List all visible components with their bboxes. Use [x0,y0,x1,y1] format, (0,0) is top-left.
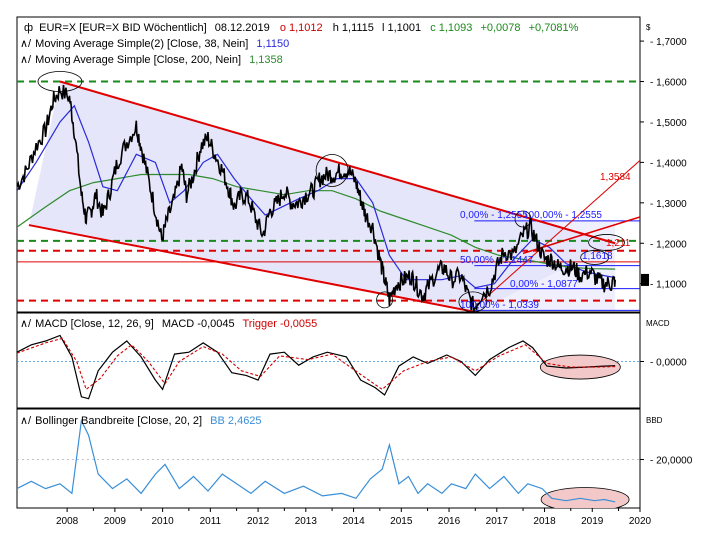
channel-upper-line [59,80,616,245]
macd-header: ∧/ MACD [Close, 12, 26, 9] MACD -0,0045 … [20,318,317,330]
macd-ytick-label: - 0,0000 [650,358,687,369]
bb-panel-frame [16,408,641,509]
symbol-label: EUR=X [EUR=X BID Wöchentlich] [39,22,207,34]
price-ytick-label-2: - 1,3000 [650,199,687,210]
trigger-line [17,337,616,391]
ma1-value: 1,1150 [256,38,289,50]
price-layer [17,71,640,312]
high-label: h 1,1115 [333,22,374,34]
xtick-label-2: 2010 [151,516,174,527]
low-label: l 1,1001 [382,22,421,34]
xtick-label-4: 2012 [247,516,270,527]
trend-line [474,159,640,309]
xtick-label-12: 2020 [629,516,652,527]
xtick-label-10: 2018 [533,516,556,527]
fib-50-label: 50,00% - 1,1447 [460,255,534,266]
macd-title: MACD [Close, 12, 26, 9] [35,318,154,330]
bb-icon: ∧/ [20,415,32,427]
bb-layer [17,418,640,508]
ma2-label: Moving Average Simple [Close, 200, Nein] [35,54,241,66]
xtick-label-9: 2017 [486,516,509,527]
price-ellipse-4 [514,210,532,228]
xtick-label-5: 2013 [295,516,318,527]
xtick-label-7: 2015 [390,516,413,527]
fib-zero2-label: 0,00% - 1,0877 [510,279,578,290]
channel-lower-line [28,224,476,312]
axis-layer: - 1,1000 - 1,2000 - 1,3000 - 1,4000 - 1,5000… [56,37,693,527]
macd-value: MACD -0,0045 [162,318,235,330]
bb-title: Bollinger Bandbreite [Close, 20, 2] [35,415,202,427]
bb-ellipse [540,487,630,508]
open-label: o 1,1012 [280,22,323,34]
price-ytick-label-4: - 1,5000 [650,118,687,129]
fib-0b-label: 100,00% - 1,2555 [523,210,602,221]
fib-50-tail-label: 1,1618 [582,251,613,262]
current-price-marker [641,273,649,286]
ma1-legend: ∧/ Moving Average Simple(2) [Close, 38, … [20,38,289,50]
fib-100-label: 100,00% - 1,0339 [460,300,539,311]
ma2-value: 1,1358 [249,54,283,66]
price-line-label: 1,3584 [600,172,631,183]
xtick-label-8: 2016 [438,516,461,527]
ma1-label: Moving Average Simple(2) [Close, 38, Nei… [35,38,248,50]
macd-trigger: Trigger -0,0055 [242,318,317,330]
close-label: c 1,1093 [430,22,472,34]
macd-line [17,334,616,400]
ma2-icon: ∧/ [20,54,32,66]
ma1-icon: ∧/ [20,38,32,50]
xtick-label-6: 2014 [342,516,365,527]
ma2-legend: ∧/ Moving Average Simple [Close, 200, Ne… [20,54,283,66]
price-ytick-label-1: - 1,2000 [650,239,687,250]
price-ellipse-0 [37,71,83,92]
price-ellipse-6 [588,234,625,251]
change-pct-label: +0,7081% [529,22,579,34]
macd-icon: ∧/ [20,318,32,330]
price-ytick-label-0: - 1,1000 [650,280,687,291]
price-ellipse-2 [376,291,393,309]
price-ytick-label-6: - 1,7000 [650,37,687,48]
channel-fill [28,81,616,313]
fib-0-label: 0,00% - 1,2555 [460,210,528,221]
bb-value: BB 2,4625 [210,415,261,427]
header-prefix: ф [24,22,33,34]
xtick-label-3: 2011 [200,516,222,527]
price-line [17,84,616,312]
bb-header: ∧/ Bollinger Bandbreite [Close, 20, 2] B… [20,415,262,427]
xtick-label-0: 2008 [56,516,79,527]
currency-label: $ [646,23,651,32]
macd-panel-frame [16,312,641,409]
ma-slow-line [17,173,616,270]
macd-layer [17,334,640,400]
bb-side-label: BBD [646,416,663,425]
date-label: 08.12.2019 [215,22,270,34]
change-label: +0,0078 [480,22,520,34]
xtick-label-1: 2009 [104,516,127,527]
level-1211-label: 1,211 [606,238,631,249]
price-ytick-label-5: - 1,6000 [650,78,687,89]
xtick-label-11: 2019 [581,516,604,527]
ma-fast-line [17,104,616,289]
bb-ytick-label: - 20,0000 [650,456,693,467]
price-ellipse-5 [580,250,610,265]
macd-side-label: MACD [646,319,670,328]
price-ellipse-3 [458,291,488,312]
price-ytick-label-3: - 1,4000 [650,158,687,169]
price-ellipse-1 [315,154,349,187]
bb-line [17,418,616,503]
price-header: ф EUR=X [EUR=X BID Wöchentlich] 08.12.20… [24,22,579,34]
